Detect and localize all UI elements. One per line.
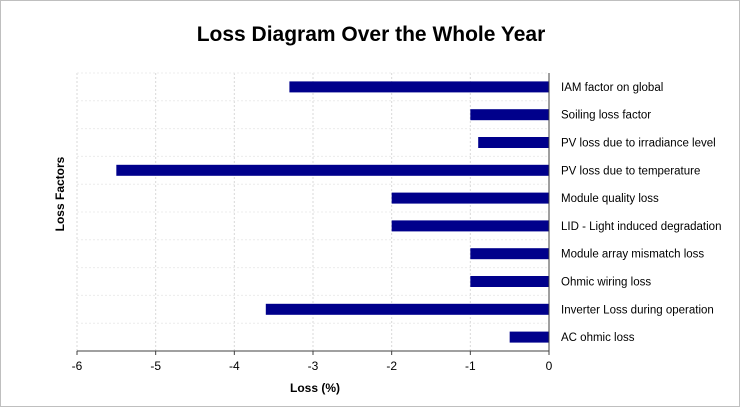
x-tick-label: 0 <box>546 359 553 373</box>
x-tick-label: -2 <box>386 359 397 373</box>
x-tick-label: -1 <box>465 359 476 373</box>
category-label: Ohmic wiring loss <box>561 277 651 289</box>
category-label: LID - Light induced degradation <box>561 221 721 233</box>
category-label: PV loss due to irradiance level <box>561 138 716 150</box>
x-tick-label: -6 <box>72 359 83 373</box>
bar <box>391 220 549 232</box>
bar <box>391 192 549 204</box>
x-tick-label: -5 <box>150 359 161 373</box>
category-label: AC ohmic loss <box>561 332 635 344</box>
bar <box>470 248 549 260</box>
bar <box>509 331 549 343</box>
x-tick-label: -4 <box>229 359 240 373</box>
chart-title: Loss Diagram Over the Whole Year <box>196 23 546 46</box>
category-label: Module array mismatch loss <box>561 249 704 261</box>
category-label: Soiling loss factor <box>561 110 651 122</box>
x-tick-label: -3 <box>308 359 319 373</box>
category-label: Module quality loss <box>561 193 659 205</box>
bar <box>289 81 549 93</box>
x-axis-label: Loss (%) <box>289 381 341 395</box>
bar <box>470 109 549 121</box>
category-label: PV loss due to temperature <box>561 165 700 177</box>
bar <box>265 303 549 315</box>
bar <box>116 164 549 176</box>
bar <box>478 137 549 148</box>
category-label: Inverter Loss during operation <box>561 304 714 316</box>
category-label: IAM factor on global <box>561 82 663 94</box>
bar <box>470 276 549 287</box>
